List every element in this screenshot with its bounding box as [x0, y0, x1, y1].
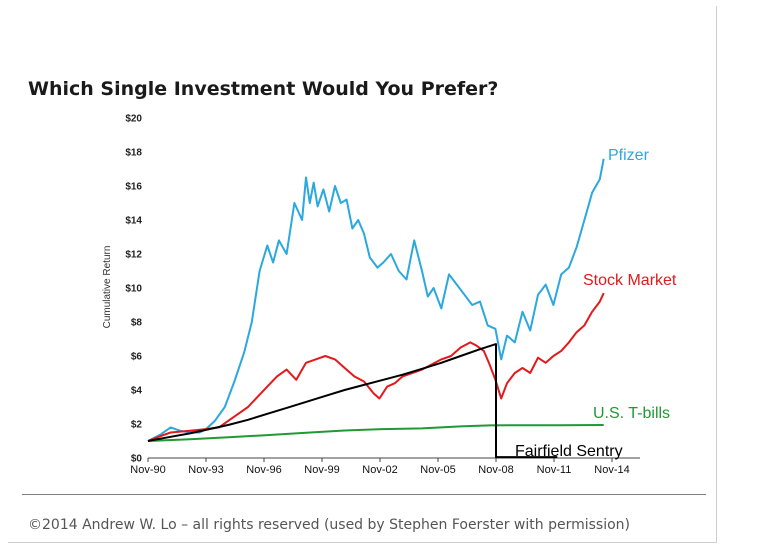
footer-divider: [22, 494, 706, 495]
x-tick-label: Nov-99: [304, 464, 339, 476]
y-tick-label: $10: [125, 284, 142, 295]
y-tick-label: $0: [131, 454, 143, 465]
series-line-stock-market: [147, 292, 605, 442]
x-tick-label: Nov-14: [594, 464, 629, 476]
y-axis-label: Cumulative Return: [102, 246, 113, 329]
y-tick-label: $2: [131, 420, 143, 431]
y-tick-label: $18: [125, 148, 142, 159]
y-tick-label: $20: [125, 114, 142, 125]
series-labels: Pfizer Stock Market Fairfield Sentry U.S. T…: [515, 147, 677, 460]
x-axis: Nov-90 Nov-93 Nov-96 Nov-99 Nov-02 Nov-05 Nov-…: [130, 457, 640, 476]
series-label-fairfield-sentry: Fairfield Sentry: [515, 443, 623, 460]
y-axis: $0 $2 $4 $6 $8 $10 $12 $14 $16 $18 $20: [125, 114, 142, 465]
x-tick-label: Nov-08: [478, 464, 513, 476]
x-tick-label: Nov-11: [537, 464, 572, 476]
series-label-pfizer: Pfizer: [608, 147, 650, 164]
series-label-stock-market: Stock Market: [583, 272, 677, 289]
series-line-fairfield-sentry: [147, 343, 558, 459]
y-tick-label: $6: [131, 352, 143, 363]
x-tick-label: Nov-96: [246, 464, 281, 476]
x-tick-label: Nov-90: [130, 464, 165, 476]
x-tick-label: Nov-05: [420, 464, 455, 476]
y-tick-label: $4: [131, 386, 143, 397]
x-tick-label: Nov-02: [362, 464, 397, 476]
slide-frame: [8, 6, 717, 543]
x-tick-label: Nov-93: [188, 464, 223, 476]
series-layer: [147, 158, 605, 459]
page-title: Which Single Investment Would You Prefer…: [28, 78, 499, 100]
series-line-pfizer: [147, 158, 605, 442]
y-tick-label: $8: [131, 318, 143, 329]
series-label-u-s-t-bills: U.S. T-bills: [593, 405, 670, 422]
y-tick-label: $16: [125, 182, 142, 193]
y-tick-label: $12: [125, 250, 142, 261]
series-line-u-s-t-bills: [147, 424, 604, 442]
copyright-footer: ©2014 Andrew W. Lo – all rights reserved…: [28, 517, 630, 533]
y-tick-label: $14: [125, 216, 142, 227]
